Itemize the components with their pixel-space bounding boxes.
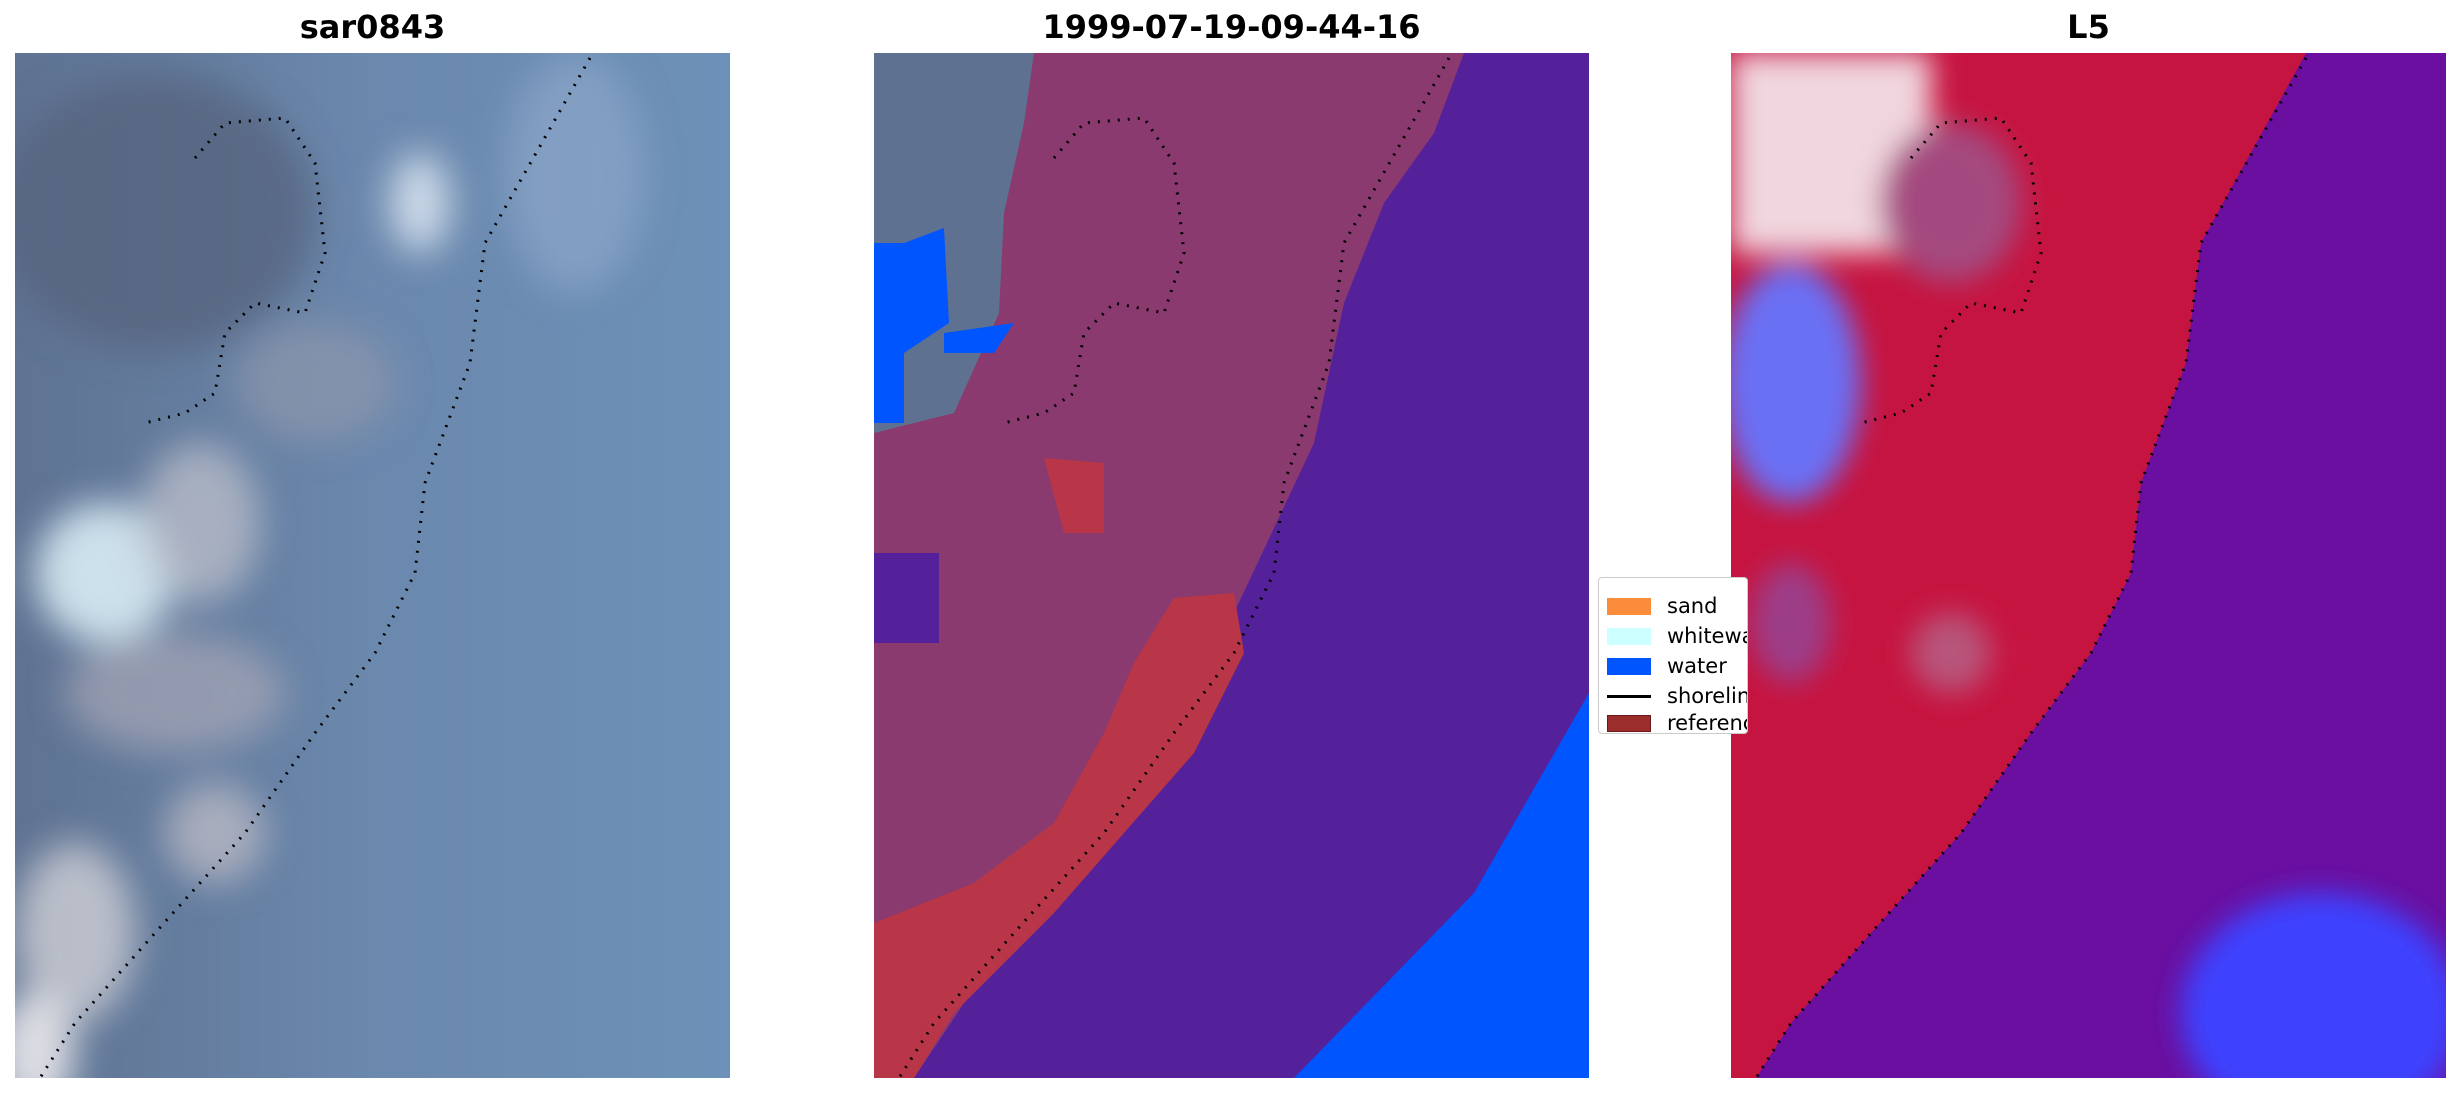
legend-swatch-sand [1607,597,1651,615]
legend-swatch-water [1607,657,1651,675]
legend-swatch-reference [1607,714,1651,732]
rgb-image [15,53,730,1078]
panel-title-rgb: sar0843 [299,8,446,46]
legend-item-sand: sand [1607,591,1717,621]
legend-item-shoreline: shoreline [1607,681,1747,711]
legend-label-water: water [1667,654,1727,678]
legend-item-reference: reference [1607,711,1747,734]
legend-item-water: water [1607,651,1727,681]
legend-label-shoreline: shoreline [1667,684,1747,708]
panel-title-index: L5 [2067,8,2110,46]
legend-swatch-whitewater [1607,627,1651,645]
index-image [1731,53,2446,1078]
legend-line-shoreline [1607,694,1651,698]
legend-item-whitewater: whitewater [1607,621,1747,651]
legend-label-whitewater: whitewater [1667,624,1747,648]
legend-label-sand: sand [1667,594,1718,618]
panel-title-classified: 1999-07-19-09-44-16 [1042,8,1421,46]
classified-image [874,53,1589,1078]
legend-label-reference: reference [1667,711,1747,734]
legend: sand whitewater water shoreline referenc… [1598,577,1748,734]
